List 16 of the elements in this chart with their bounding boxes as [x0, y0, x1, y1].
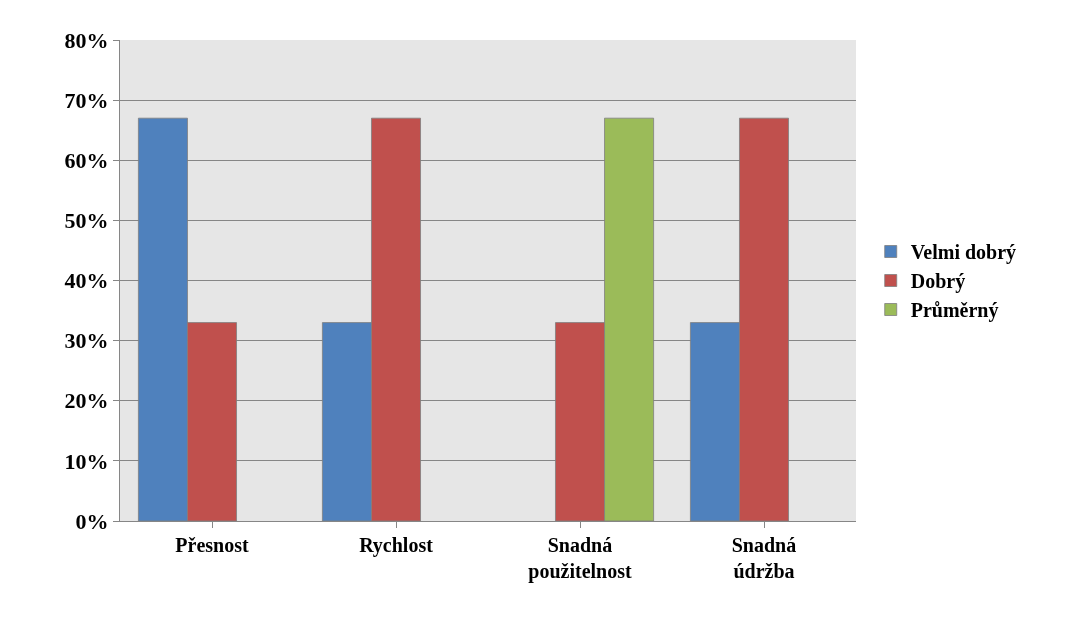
y-tick-label: 0%: [75, 508, 109, 534]
y-tick-label: 10%: [64, 448, 109, 474]
legend-label: Velmi dobrý: [910, 241, 1017, 265]
y-tick-label: 50%: [64, 208, 109, 234]
y-tick-label: 70%: [64, 87, 109, 113]
y-tick-label: 30%: [64, 328, 109, 354]
x-tick-label: Snadná použitelnost: [528, 534, 633, 583]
y-tick-label: 40%: [64, 268, 109, 294]
legend-label: Dobrý: [910, 270, 966, 294]
x-tick-label: Rychlost: [359, 534, 434, 557]
legend-label: Průměrný: [910, 299, 999, 323]
x-tick-label: Přesnost: [175, 534, 249, 556]
y-tick-label: 80%: [64, 27, 109, 53]
x-tick-label: Snadná údržba: [731, 534, 797, 582]
y-tick-label: 20%: [64, 388, 109, 414]
y-tick-label: 60%: [64, 147, 109, 173]
